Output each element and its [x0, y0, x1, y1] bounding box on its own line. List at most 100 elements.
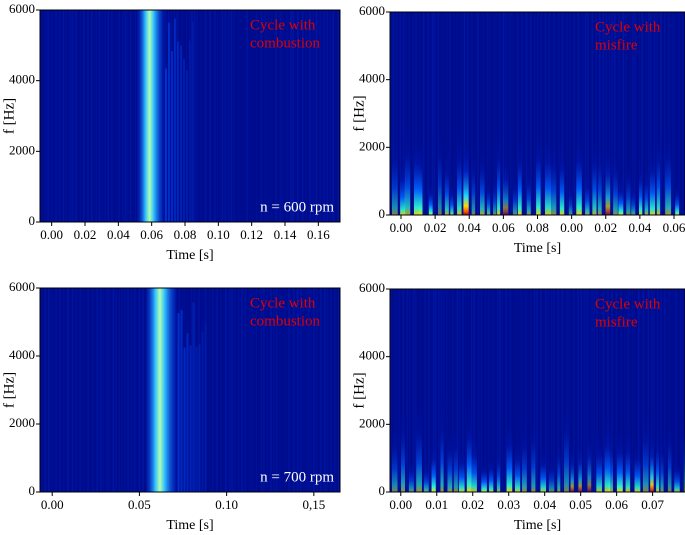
- stripe: [566, 289, 568, 492]
- burst: [450, 180, 454, 215]
- stripe: [75, 288, 78, 492]
- burst: [557, 433, 561, 492]
- stripe: [115, 10, 118, 222]
- stripe: [501, 289, 503, 492]
- x-tick-label: 0.10: [207, 227, 230, 242]
- stripe: [198, 288, 200, 492]
- burst-tail: [186, 333, 189, 492]
- stripe: [118, 288, 121, 492]
- stripe: [668, 289, 670, 492]
- stripe: [112, 288, 115, 492]
- burst-tail: [183, 59, 185, 222]
- stripe: [537, 12, 539, 215]
- stripe: [305, 288, 308, 492]
- stripe: [520, 289, 522, 492]
- stripe: [65, 10, 68, 222]
- burst: [649, 141, 656, 215]
- annotation: combustion: [250, 35, 320, 51]
- stripe: [44, 288, 46, 492]
- stripe: [566, 12, 569, 215]
- burst: [642, 403, 649, 492]
- stripe: [486, 12, 489, 215]
- stripe: [530, 289, 532, 492]
- stripe: [251, 288, 253, 492]
- stripe: [432, 289, 435, 492]
- stripe: [270, 288, 272, 492]
- stripe: [504, 12, 507, 215]
- stripe: [216, 288, 218, 492]
- burst: [471, 141, 476, 215]
- stripe: [82, 288, 85, 492]
- burst: [502, 155, 509, 215]
- x-tick-label: 0.05: [128, 497, 151, 512]
- stripe: [422, 12, 425, 215]
- burst: [634, 438, 641, 492]
- stripe: [183, 288, 185, 492]
- stripe: [602, 289, 605, 492]
- stripe: [227, 10, 230, 222]
- burst-tail: [183, 347, 186, 492]
- stripe: [637, 289, 640, 492]
- x-axis-label: Time [s]: [166, 518, 213, 533]
- stripe: [587, 12, 589, 215]
- stripe: [522, 289, 525, 492]
- stripe: [568, 289, 570, 492]
- stripe: [634, 12, 636, 215]
- stripe: [633, 289, 636, 492]
- stripe: [44, 10, 47, 222]
- stripe: [547, 289, 549, 492]
- x-tick-label: 0.12: [240, 227, 263, 242]
- stripe: [591, 12, 594, 215]
- burst-tail: [204, 322, 207, 492]
- burst-tail: [180, 45, 182, 222]
- stripe: [337, 10, 340, 222]
- stripe: [509, 12, 512, 215]
- stripe: [583, 289, 586, 492]
- stripe: [493, 289, 495, 492]
- stripe: [618, 12, 620, 215]
- burst-tail: [165, 68, 167, 222]
- burst: [440, 393, 444, 492]
- stripe: [244, 288, 247, 492]
- stripe: [608, 12, 611, 215]
- stripe: [580, 289, 583, 492]
- stripe: [598, 12, 601, 215]
- y-tick-label: 6000: [359, 3, 385, 18]
- stripe: [315, 288, 318, 492]
- stripe: [275, 288, 278, 492]
- stripe: [647, 289, 649, 492]
- stripe: [553, 12, 555, 215]
- stripe: [540, 12, 543, 215]
- stripe: [329, 10, 332, 222]
- stripe: [118, 10, 121, 222]
- stripe: [63, 288, 65, 492]
- burst: [486, 175, 491, 215]
- stripe: [59, 288, 61, 492]
- stripe: [473, 289, 475, 492]
- annotation: Cycle with: [250, 17, 316, 33]
- stripe: [641, 12, 643, 215]
- y-tick-label: 6000: [9, 1, 35, 16]
- stripe: [390, 12, 392, 215]
- stripe: [225, 288, 227, 492]
- stripe: [122, 10, 124, 222]
- stripe: [682, 289, 684, 492]
- stripe: [591, 289, 593, 492]
- burst: [616, 426, 623, 492]
- burst: [667, 411, 672, 492]
- stripe: [124, 10, 127, 222]
- stripe: [448, 12, 451, 215]
- plot-frame: [39, 9, 341, 223]
- stripe: [452, 289, 454, 492]
- stripe: [228, 288, 231, 492]
- plot-frame: [39, 287, 341, 493]
- stripe: [292, 288, 295, 492]
- stripe: [460, 12, 462, 215]
- stripe: [297, 288, 299, 492]
- x-tick-label: 0.08: [526, 220, 549, 235]
- stripe: [248, 288, 251, 492]
- x-tick-label: 0.06: [605, 497, 628, 512]
- annotation: Cycle with: [595, 296, 661, 312]
- burst: [536, 122, 541, 215]
